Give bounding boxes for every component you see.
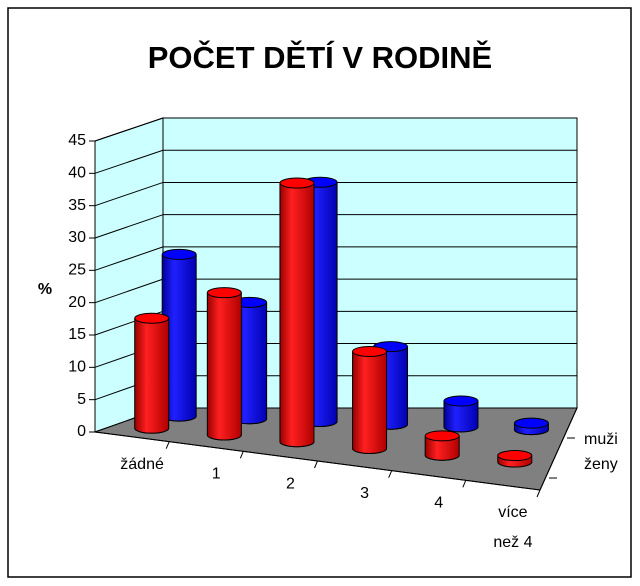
bar-top bbox=[352, 345, 388, 357]
bar-top bbox=[134, 312, 170, 324]
bar-outline bbox=[352, 351, 388, 454]
x-tick-label: 3 bbox=[360, 485, 369, 502]
bar-top bbox=[279, 177, 315, 189]
y-tick-label: 10 bbox=[68, 359, 86, 376]
x-tick bbox=[536, 489, 541, 498]
x-tick bbox=[314, 460, 318, 469]
x-tick-label: 1 bbox=[212, 466, 221, 483]
x-tick-label: žádné bbox=[120, 456, 164, 473]
bar-outline bbox=[424, 435, 460, 461]
x-tick-label: 4 bbox=[434, 495, 443, 512]
grid-line bbox=[94, 181, 164, 207]
bar-outline bbox=[206, 292, 242, 441]
series-label: muži bbox=[584, 431, 618, 448]
y-tick-label: 45 bbox=[68, 132, 86, 149]
x-tick-label-line: více bbox=[498, 504, 527, 521]
y-tick-label: 15 bbox=[68, 326, 86, 343]
x-tick bbox=[239, 451, 244, 459]
y-tick-label: 30 bbox=[68, 229, 86, 246]
bar-outline bbox=[279, 183, 315, 448]
grid-line bbox=[94, 278, 164, 304]
bar-top bbox=[161, 248, 197, 260]
chart-title: POČET DĚTÍ V RODINĚ bbox=[148, 39, 492, 75]
bar-outline bbox=[443, 401, 479, 433]
x-tick bbox=[165, 441, 170, 449]
bar-outline bbox=[134, 318, 170, 434]
x-tick-label: více než 4 bbox=[493, 504, 532, 551]
x-tick-label-line: než 4 bbox=[493, 534, 532, 551]
bar-top bbox=[206, 287, 242, 299]
x-tick bbox=[388, 470, 393, 478]
y-tick-label: 35 bbox=[68, 197, 86, 214]
grid-line bbox=[94, 117, 164, 142]
y-axis-label: % bbox=[38, 281, 52, 298]
grid-line bbox=[94, 246, 164, 271]
bar-top bbox=[443, 395, 479, 407]
bar-top bbox=[424, 430, 460, 442]
series-label: ženy bbox=[584, 456, 618, 473]
grid-line bbox=[94, 149, 164, 174]
bar-top bbox=[497, 450, 533, 462]
depth-axis bbox=[539, 407, 578, 491]
y-tick-label: 0 bbox=[77, 423, 86, 440]
x-tick bbox=[462, 480, 467, 488]
x-tick-label: 2 bbox=[286, 475, 295, 492]
y-tick-label: 5 bbox=[77, 391, 86, 408]
y-tick-label: 25 bbox=[68, 262, 86, 279]
grid-line bbox=[94, 214, 164, 239]
y-tick-label: 20 bbox=[68, 294, 86, 311]
bar-top bbox=[513, 417, 549, 429]
y-tick-label: 40 bbox=[68, 165, 86, 182]
